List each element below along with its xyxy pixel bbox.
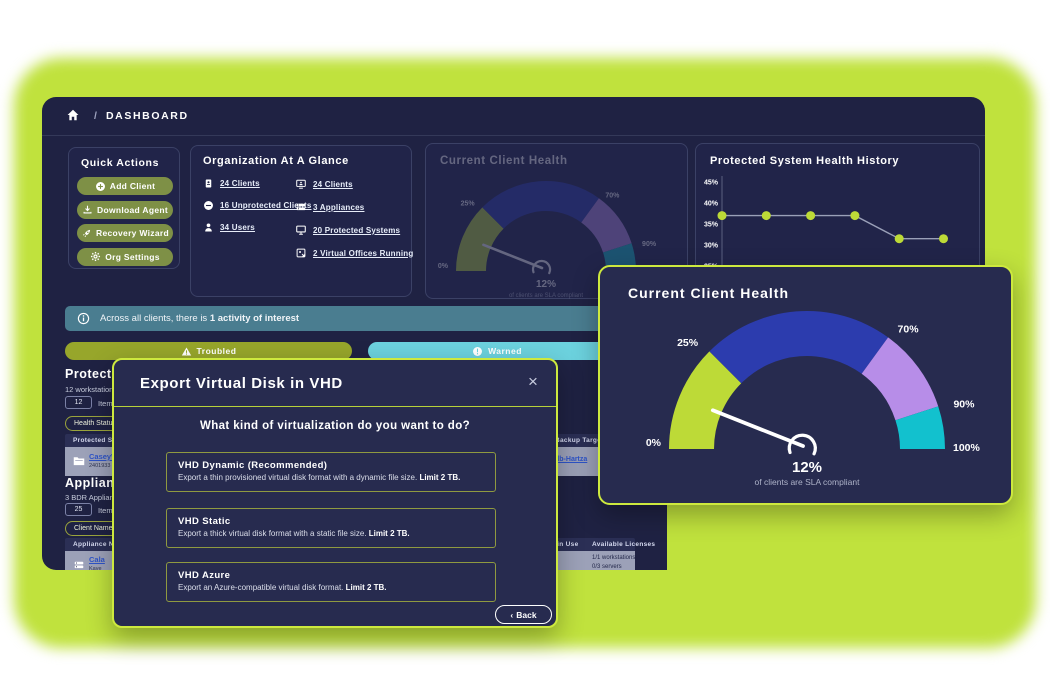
info-icon	[77, 312, 90, 325]
modal-title: Export Virtual Disk in VHD	[140, 375, 343, 392]
download-icon	[82, 204, 93, 215]
popup-title: Current Client Health	[628, 285, 790, 301]
backup-target-link[interactable]: db-Hartza	[555, 456, 588, 463]
quick-actions-button-list: Add Client Download Agent Recovery Wizard O…	[69, 177, 179, 266]
plus-circle-icon	[95, 181, 106, 192]
quick-action-button-org-settings[interactable]: Org Settings	[77, 247, 173, 266]
vhd-option-static[interactable]: VHD Static Export a thick virtual disk fo…	[166, 508, 496, 548]
licenses-cell-line1: 1/1 workstations	[592, 555, 636, 561]
warned-label: Warned	[488, 346, 522, 356]
banner-text: Across all clients, there is 1 activity …	[100, 313, 300, 324]
client-health-popup: Current Client Health 0% 25% 70% 90% 100% 12%…	[598, 265, 1013, 505]
client-health-dim-title: Current Client Health	[440, 155, 568, 167]
quick-actions-title: Quick Actions	[81, 157, 160, 169]
table-header-cell: Available Licenses	[592, 541, 656, 548]
org-glance-title: Organization At A Glance	[203, 155, 349, 167]
quick-action-button-recovery-wizard[interactable]: Recovery Wizard	[77, 224, 173, 242]
org-stat-link[interactable]: 24 Clients	[203, 178, 312, 189]
svg-text:30%: 30%	[704, 243, 719, 250]
panel-quick-actions: Quick Actions Add Client Download Agent Re…	[68, 147, 180, 269]
server-icon	[295, 201, 307, 213]
id-badge-icon	[203, 178, 214, 189]
svg-text:70%: 70%	[605, 192, 620, 199]
org-stat-link[interactable]: 3 Appliances	[295, 201, 413, 213]
svg-text:90%: 90%	[953, 398, 975, 410]
org-stat-link[interactable]: 2 Virtual Offices Running	[295, 247, 413, 259]
user-icon	[203, 222, 214, 233]
back-button[interactable]: ‹ Back	[495, 605, 552, 624]
quick-action-button-download-agent[interactable]: Download Agent	[77, 200, 173, 219]
svg-text:70%: 70%	[898, 323, 920, 335]
licenses-cell-line2: 0/3 servers	[592, 564, 622, 570]
client-health-gauge: 0% 25% 70% 90% 100% 12%of clients are SLA com…	[646, 310, 981, 487]
svg-text:of clients are SLA compliant: of clients are SLA compliant	[509, 293, 583, 299]
troubled-label: Troubled	[196, 346, 237, 356]
svg-text:40%: 40%	[704, 201, 719, 208]
chevron-left-icon: ‹	[510, 609, 514, 620]
svg-text:25%: 25%	[677, 337, 699, 349]
banner-text-bold: 1 activity of interest	[209, 313, 300, 324]
header-divider	[42, 135, 985, 136]
svg-text:0%: 0%	[646, 437, 662, 449]
table-header-cell: Appliance Name	[73, 541, 128, 548]
modal-question: What kind of virtualization do you want …	[199, 420, 471, 432]
appliance-link[interactable]: Cala	[89, 555, 105, 564]
org-stat-link[interactable]: 20 Protected Systems	[295, 224, 413, 236]
exclamation-circle-icon	[472, 346, 483, 357]
svg-text:90%: 90%	[642, 241, 657, 248]
appliances-summary: 3 BDR Appliances,	[65, 493, 128, 502]
monitor-icon	[295, 224, 307, 236]
org-glance-left-column: 24 Clients 16 Unprotected Clients 34 Users	[203, 178, 312, 244]
minus-circle-icon	[203, 200, 214, 211]
page-size-input[interactable]: 12	[65, 396, 92, 409]
quick-action-button-add-client[interactable]: Add Client	[77, 177, 173, 195]
folder-icon	[73, 456, 85, 466]
table-header-cell: Protected System	[73, 437, 133, 444]
svg-text:35%: 35%	[704, 222, 719, 229]
breadcrumb-label: DASHBOARD	[106, 110, 189, 122]
org-stat-link[interactable]: 34 Users	[203, 222, 312, 233]
health-history-title: Protected System Health History	[710, 155, 900, 167]
protected-system-sub: 2401933	[89, 463, 111, 469]
virtual-office-icon	[295, 247, 307, 259]
org-stat-link[interactable]: 24 Clients	[295, 178, 413, 190]
screen-icon	[295, 178, 307, 190]
protected-systems-summary: 12 workstations,	[65, 385, 120, 394]
back-label: Back	[516, 609, 537, 620]
export-vhd-modal: Export Virtual Disk in VHD × What kind o…	[112, 358, 558, 628]
svg-text:12%: 12%	[792, 459, 822, 476]
vhd-option-azure[interactable]: VHD Azure Export an Azure-compatible virt…	[166, 562, 496, 602]
rocket-icon	[81, 228, 92, 239]
svg-text:100%: 100%	[953, 442, 981, 454]
svg-text:of clients are SLA compliant: of clients are SLA compliant	[755, 477, 861, 487]
page-size-input-appliances[interactable]: 25	[65, 503, 92, 516]
svg-text:25%: 25%	[461, 201, 476, 208]
panel-org-glance: Organization At A Glance 24 Clients 16 Un…	[190, 145, 413, 297]
client-health-gauge-dimmed: 0%25%70%90%100%12%of clients are SLA com…	[438, 181, 663, 299]
appliance-sub: Kave	[89, 566, 102, 570]
status-bar-warned[interactable]: Warned	[368, 342, 626, 360]
table-header-cell: Backup Targets	[555, 437, 608, 444]
close-icon[interactable]: ×	[528, 372, 538, 391]
org-stat-link[interactable]: 16 Unprotected Clients	[203, 200, 312, 211]
svg-text:45%: 45%	[704, 180, 719, 187]
modal-divider	[114, 406, 556, 407]
gear-icon	[90, 251, 101, 262]
appliance-icon	[73, 559, 85, 570]
status-bar-troubled[interactable]: Troubled	[65, 342, 352, 360]
svg-text:0%: 0%	[438, 263, 449, 270]
home-icon[interactable]	[66, 108, 80, 122]
svg-text:12%: 12%	[536, 279, 556, 290]
breadcrumb-separator: /	[94, 110, 99, 122]
warning-triangle-icon	[181, 346, 192, 357]
vhd-option-dynamic[interactable]: VHD Dynamic (Recommended) Export a thin p…	[166, 452, 496, 492]
org-glance-right-column: 24 Clients 3 Appliances 20 Protected Syste…	[295, 178, 413, 270]
